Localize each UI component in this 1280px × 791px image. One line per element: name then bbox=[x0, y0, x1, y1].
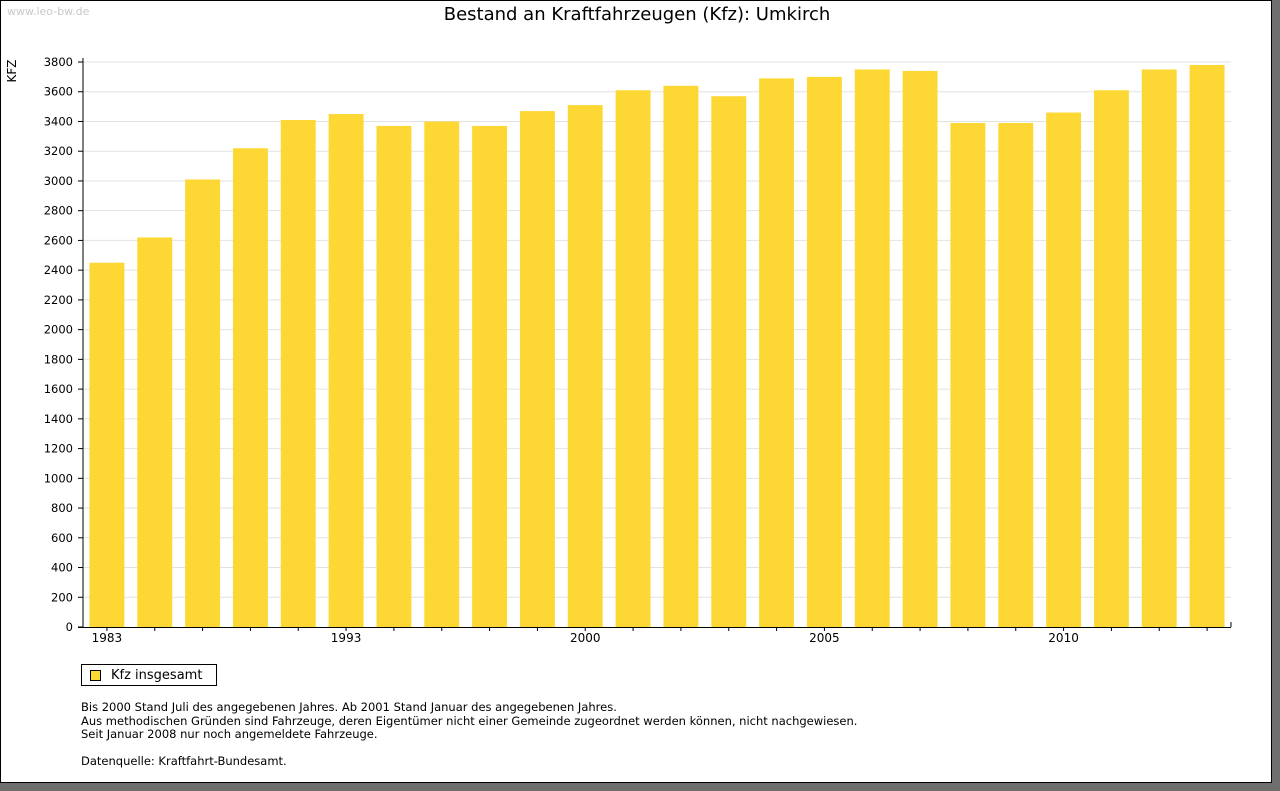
y-tick-label: 200 bbox=[51, 590, 73, 604]
y-axis-label: KFZ bbox=[5, 60, 19, 83]
y-tick-label: 3000 bbox=[44, 174, 73, 188]
y-tick-label: 3200 bbox=[44, 144, 73, 158]
bar-2009 bbox=[998, 122, 1034, 628]
legend-label: Kfz insgesamt bbox=[111, 667, 203, 683]
bar-1987 bbox=[137, 237, 173, 627]
y-tick-label: 1800 bbox=[44, 352, 73, 366]
x-axis-ticks: 1983 1993 2000 2005 2010 bbox=[92, 627, 1208, 645]
axes bbox=[78, 58, 1232, 628]
y-tick-label: 0 bbox=[66, 620, 73, 634]
y-tick-label: 2600 bbox=[44, 233, 73, 247]
bar-2008 bbox=[950, 122, 986, 628]
bar-2007 bbox=[902, 70, 938, 628]
bar-2001 bbox=[615, 90, 651, 627]
footnote-line-3: Seit Januar 2008 nur noch angemeldete Fa… bbox=[81, 727, 378, 741]
y-tick-label: 2000 bbox=[44, 323, 73, 337]
bar-1999 bbox=[519, 111, 555, 627]
bar-1993 bbox=[280, 119, 316, 627]
y-tick-label: 2200 bbox=[44, 293, 73, 307]
x-tick-label: 2000 bbox=[570, 631, 601, 645]
x-tick-label: 1983 bbox=[92, 631, 123, 645]
y-axis-ticks: 0 200 400 600 800 1000 1200 1400 1600 1800 2000 220… bbox=[44, 55, 83, 634]
bar-2002 bbox=[663, 85, 699, 627]
x-tick-label: 2005 bbox=[809, 631, 840, 645]
x-tick-label: 1993 bbox=[331, 631, 362, 645]
bar-2013 bbox=[1189, 64, 1225, 627]
bar-2011 bbox=[1093, 90, 1129, 627]
bar-1998 bbox=[472, 125, 508, 628]
bar-1997 bbox=[424, 121, 460, 627]
bar-2010 bbox=[1046, 112, 1082, 628]
y-tick-label: 1000 bbox=[44, 471, 73, 485]
bar-2005 bbox=[806, 76, 842, 628]
bar-1995 bbox=[328, 114, 364, 627]
watermark: www.leo-bw.de bbox=[7, 5, 90, 18]
chart-title: Bestand an Kraftfahrzeugen (Kfz): Umkirc… bbox=[443, 4, 831, 25]
y-tick-label: 800 bbox=[51, 501, 73, 515]
bar-1996 bbox=[376, 125, 412, 628]
bar-2003 bbox=[711, 96, 747, 627]
data-source: Datenquelle: Kraftfahrt-Bundesamt. bbox=[81, 753, 287, 768]
bar-2000 bbox=[567, 105, 603, 628]
y-tick-label: 1200 bbox=[44, 442, 73, 456]
y-tick-label: 400 bbox=[51, 561, 73, 575]
bar-1989 bbox=[185, 179, 221, 628]
footnote-line-2: Aus methodischen Gründen sind Fahrzeuge,… bbox=[81, 713, 858, 728]
legend: Kfz insgesamt bbox=[81, 664, 217, 686]
legend-swatch bbox=[90, 669, 101, 681]
y-tick-label: 2800 bbox=[44, 204, 73, 218]
gridlines bbox=[83, 61, 1231, 598]
y-tick-label: 600 bbox=[51, 531, 73, 545]
y-tick-label: 3400 bbox=[44, 114, 73, 128]
y-tick-label: 3800 bbox=[44, 55, 73, 69]
footnote-line-1: Bis 2000 Stand Juli des angegebenen Jahr… bbox=[81, 700, 617, 714]
bars bbox=[89, 64, 1225, 628]
y-tick-label: 3600 bbox=[44, 85, 73, 99]
bar-1983 bbox=[89, 262, 125, 627]
bar-chart: 0 200 400 600 800 1000 1200 1400 1600 1800 2000 220… bbox=[5, 55, 1232, 645]
footnotes: Bis 2000 Stand Juli des angegebenen Jahr… bbox=[81, 700, 858, 768]
bar-2012 bbox=[1141, 69, 1177, 628]
x-tick-label: 2010 bbox=[1048, 631, 1079, 645]
y-tick-label: 1400 bbox=[44, 412, 73, 426]
bar-1991 bbox=[232, 148, 268, 627]
y-tick-label: 1600 bbox=[44, 382, 73, 396]
y-tick-label: 2400 bbox=[44, 263, 73, 277]
bar-2004 bbox=[759, 78, 795, 627]
bar-2006 bbox=[854, 69, 890, 628]
